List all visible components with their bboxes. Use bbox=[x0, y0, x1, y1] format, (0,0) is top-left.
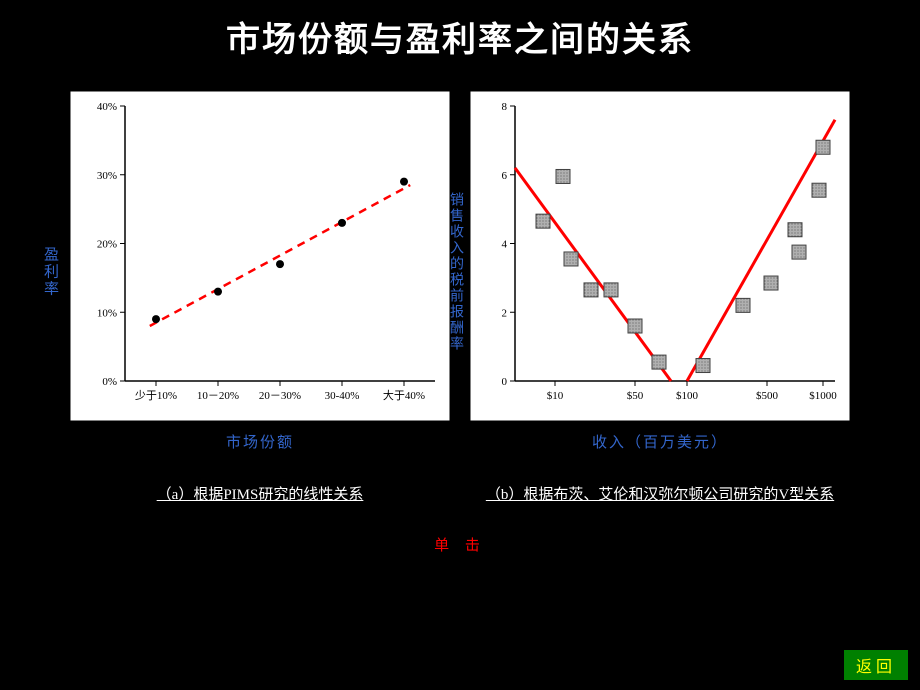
svg-text:40%: 40% bbox=[97, 101, 117, 113]
svg-text:30%: 30% bbox=[97, 170, 117, 182]
svg-text:$100: $100 bbox=[676, 390, 699, 402]
chart-b-svg: 0 2 4 6 8 $10 $50 $100 $500 $1000 bbox=[470, 91, 850, 421]
svg-text:20%: 20% bbox=[97, 239, 117, 251]
svg-text:6: 6 bbox=[502, 170, 508, 182]
chart-a-svg: 0% 10% 20% 30% 40% 少于10% 10－20% 20－30% 30-40% 大于4… bbox=[70, 91, 450, 421]
chart-a-xlabel: 市场份额 bbox=[70, 431, 450, 452]
return-button[interactable]: 返回 bbox=[844, 650, 908, 680]
page-title: 市场份额与盈利率之间的关系 bbox=[0, 0, 920, 61]
charts-container: 盈利率 0% 10% 20% 30% 40% 少于10% 10－20% 20－30% 30-40… bbox=[0, 91, 920, 452]
chart-b-caption: （b）根据布茨、艾伦和汉弥尔顿公司研究的V型关系 bbox=[470, 482, 850, 509]
svg-text:4: 4 bbox=[502, 239, 508, 251]
svg-text:大于40%: 大于40% bbox=[383, 388, 425, 402]
svg-text:8: 8 bbox=[502, 101, 508, 113]
svg-text:10－20%: 10－20% bbox=[197, 390, 239, 402]
chart-b-ylabel: 销售收入的税前报酬率 bbox=[445, 192, 465, 352]
caption-row: （a）根据PIMS研究的线性关系 （b）根据布茨、艾伦和汉弥尔顿公司研究的V型关… bbox=[0, 452, 920, 509]
svg-text:10%: 10% bbox=[97, 307, 117, 319]
click-hint[interactable]: 单 击 bbox=[0, 534, 920, 555]
chart-a-wrap: 盈利率 0%10%20%30%40%少于10%10－20%20－30%30-40… bbox=[70, 91, 450, 452]
svg-text:0: 0 bbox=[502, 376, 508, 388]
svg-text:20－30%: 20－30% bbox=[259, 390, 301, 402]
svg-text:$50: $50 bbox=[627, 390, 644, 402]
chart-a-ylabel: 盈利率 bbox=[40, 246, 61, 297]
chart-b-wrap: 销售收入的税前报酬率 02468$10$50$100$500$1000 收入（百… bbox=[470, 91, 850, 452]
svg-text:2: 2 bbox=[502, 307, 508, 319]
chart-a-caption: （a）根据PIMS研究的线性关系 bbox=[70, 482, 450, 509]
svg-text:30-40%: 30-40% bbox=[325, 390, 360, 402]
svg-text:$1000: $1000 bbox=[809, 390, 837, 402]
svg-text:$500: $500 bbox=[756, 390, 779, 402]
chart-b-xlabel: 收入（百万美元） bbox=[470, 431, 850, 452]
svg-text:$10: $10 bbox=[547, 390, 564, 402]
svg-text:少于10%: 少于10% bbox=[135, 389, 177, 402]
svg-text:0%: 0% bbox=[102, 376, 117, 388]
